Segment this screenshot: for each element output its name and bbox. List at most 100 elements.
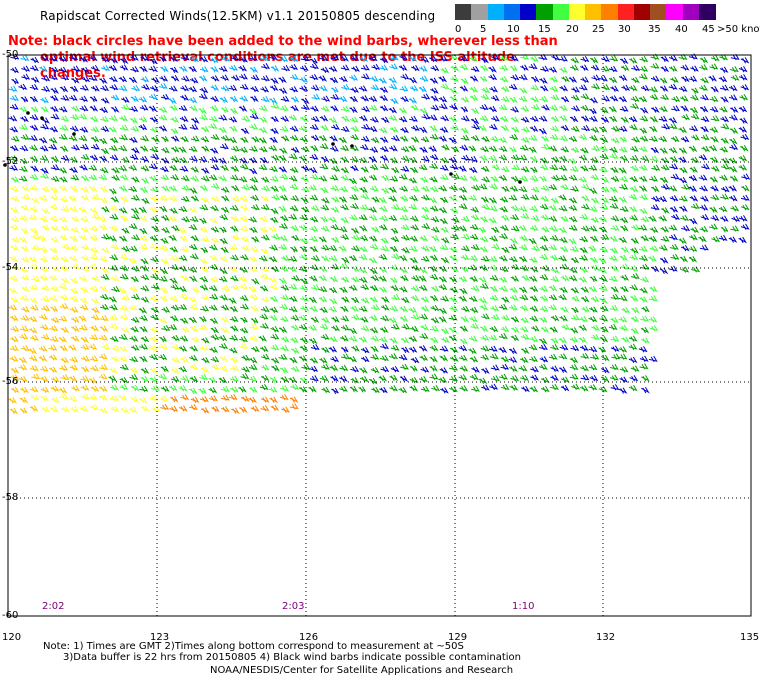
wind-barb [100,147,110,155]
wind-barb [419,107,429,115]
wind-barb [508,304,518,311]
wind-barb [288,114,298,121]
wind-barb [121,103,131,111]
wind-barb [399,254,408,262]
wind-barb [618,146,628,153]
wind-barb [558,205,568,212]
wind-barb [491,243,501,250]
wind-barb [90,385,100,392]
wind-barb [118,75,128,83]
wind-barb [481,86,491,94]
wind-barb [279,194,289,201]
wind-barb [640,216,650,223]
wind-barb [469,373,479,381]
wind-barb [209,156,219,163]
wind-barb [588,384,598,391]
wind-barb [500,124,510,132]
wind-barb [189,105,199,112]
wind-barb [30,106,39,113]
wind-barb [358,336,368,343]
wind-barb [150,313,160,321]
wind-barb [20,133,30,141]
wind-barb [201,175,210,182]
wind-barb [369,267,379,275]
wind-barb [160,157,170,164]
wind-barb [210,66,219,73]
wind-barb [269,314,279,321]
wind-barb [540,65,550,72]
wind-barb [590,216,600,223]
wind-barb [738,236,748,244]
wind-barb [369,327,379,334]
wind-barb [208,174,218,181]
wind-barb [210,75,220,82]
wind-barb [710,86,720,93]
wind-barb [238,275,248,283]
wind-barb [391,203,401,211]
wind-barb [240,395,250,402]
wind-barb [280,135,290,142]
wind-barb [118,287,128,294]
latitude-label: -60 [2,610,19,621]
wind-barb [549,164,559,171]
wind-barb [189,325,199,333]
wind-barb [189,155,199,162]
wind-barb [279,265,289,272]
wind-barb [719,174,729,181]
wind-barb [541,104,551,111]
wind-barb [700,125,710,133]
wind-barb [299,253,309,260]
wind-barb [688,255,698,263]
wind-barb [509,256,518,263]
wind-barb [58,185,68,192]
wind-barb [118,85,128,92]
wind-barb [740,194,750,202]
wind-barb [278,87,288,94]
wind-barb [719,215,729,222]
wind-barb [741,173,751,180]
wind-barb [180,54,190,61]
wind-barb [649,175,659,182]
wind-barb [580,104,590,112]
wind-barb [390,284,400,292]
wind-barb [599,246,609,253]
wind-barb [461,115,470,122]
wind-barb [649,93,659,101]
wind-barb [259,313,269,320]
wind-barb [429,273,439,281]
wind-barb [60,94,70,102]
wind-barb [21,65,31,72]
wind-barb [399,305,409,313]
wind-barb [639,363,649,370]
wind-barb [40,97,49,104]
wind-barb [160,174,170,181]
wind-barb [319,357,328,364]
wind-barb [150,384,160,392]
wind-barb [160,214,170,222]
pass-time-label: 2:03 [282,601,305,612]
wind-barb [80,143,90,150]
wind-barb [568,135,578,143]
wind-barb [61,243,71,250]
wind-barb [389,157,399,164]
wind-barb [339,262,349,270]
wind-barb [430,95,440,102]
wind-barb [9,155,19,162]
wind-barb [270,357,280,364]
wind-barb [140,376,150,383]
wind-barb [489,123,498,131]
wind-barb [590,174,600,181]
wind-barb [111,355,120,363]
wind-barb [188,296,198,303]
wind-barb [100,273,110,281]
wind-barb [708,75,718,82]
wind-barb [269,244,279,251]
wind-barb [680,245,690,252]
wind-barb [59,124,69,132]
wind-barb [638,73,648,80]
wind-barb [630,154,640,162]
wind-barb [210,205,220,212]
wind-barb [469,254,479,262]
wind-barb [109,254,119,261]
